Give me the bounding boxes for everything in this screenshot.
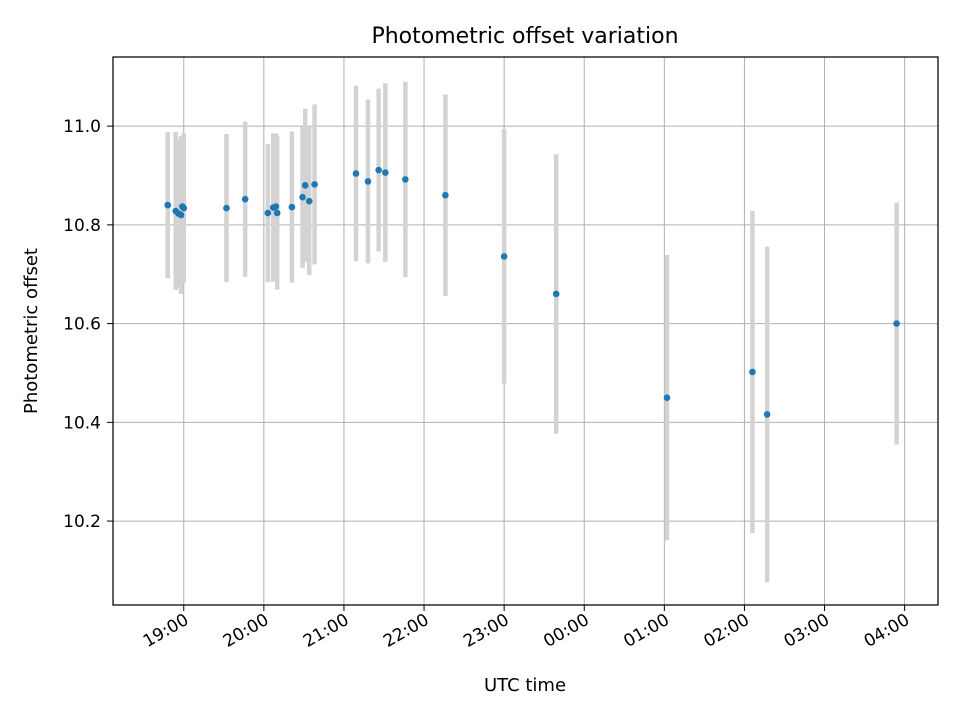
data-point [272,203,280,210]
data-point [402,176,409,183]
data-point [299,193,306,201]
data-point [364,178,372,185]
data-point [223,204,230,212]
data-point [305,197,313,205]
grid-lines [113,57,938,605]
data-point [164,201,172,209]
data-point [311,181,318,188]
data-point [288,203,296,211]
y-tick-label: 10.8 [63,216,101,236]
data-point [273,209,281,217]
data-point [442,191,449,199]
data-points [164,166,900,418]
data-point [180,204,188,212]
y-tick-label: 11.0 [63,117,101,137]
y-tick-label: 10.2 [63,512,101,532]
data-point [241,195,249,203]
data-point [375,166,382,174]
data-point [663,394,671,401]
y-tick-label: 10.4 [63,413,101,433]
data-point [177,211,185,219]
data-point [763,411,771,418]
plot-frame [112,56,939,606]
plot-area [113,57,938,605]
chart-title: Photometric offset variation [371,24,678,49]
data-point [382,169,389,176]
data-point [749,368,756,376]
y-tick-label: 10.6 [63,315,101,335]
data-point [301,182,309,189]
data-point [264,209,272,217]
data-point [552,290,560,298]
data-point [893,320,900,327]
x-axis-label: UTC time [484,675,566,696]
y-axis-label: Photometric offset [21,248,42,414]
data-point [500,253,508,260]
data-point [352,170,360,177]
